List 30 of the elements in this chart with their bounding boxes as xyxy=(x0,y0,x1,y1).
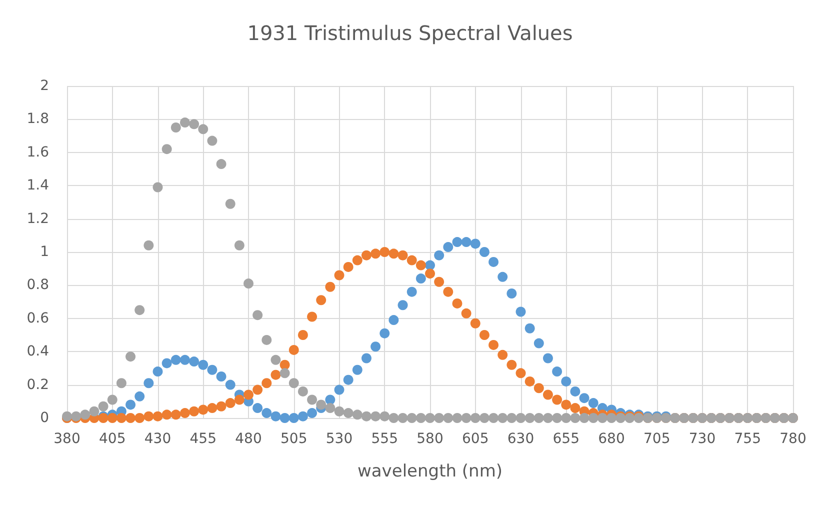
x-tick-label: 430 xyxy=(144,431,172,447)
y-tick-label: 0.6 xyxy=(26,310,50,326)
x-tick-label: 480 xyxy=(235,431,262,447)
x-tick-label: 580 xyxy=(416,431,444,447)
x-tick-label: 730 xyxy=(688,431,716,447)
x-tick-label: 655 xyxy=(552,431,580,447)
y-tick-label: 0 xyxy=(40,410,49,426)
x-tick-label: 705 xyxy=(644,431,670,447)
y-tick-label: 1.6 xyxy=(26,144,50,160)
y-tick-label: 0.8 xyxy=(26,277,49,294)
x-tick-label: 380 xyxy=(54,431,80,447)
x-tick-label: 530 xyxy=(326,431,353,447)
y-tick-label: 0.2 xyxy=(26,376,49,393)
y-tick-label: 1.2 xyxy=(26,210,49,227)
x-tick-label: 505 xyxy=(280,431,308,447)
x-axis-title: wavelength (nm) xyxy=(357,462,503,482)
y-tick-label: 1.8 xyxy=(26,111,49,128)
x-tick-label: 630 xyxy=(507,431,534,447)
y-tick-label: 0.4 xyxy=(26,344,50,360)
y-tick-label: 2 xyxy=(40,78,49,94)
x-tick-label: 605 xyxy=(462,431,489,447)
x-tick-label: 405 xyxy=(99,431,126,447)
x-tick-label: 455 xyxy=(190,431,216,447)
x-tick-label: 755 xyxy=(734,431,761,447)
y-tick-label: 1 xyxy=(40,244,49,260)
chart-title: 1931 Tristimulus Spectral Values xyxy=(247,21,573,45)
y-tick-label: 1.4 xyxy=(26,178,50,194)
x-tick-label: 680 xyxy=(598,431,625,447)
x-tick-label: 555 xyxy=(371,431,398,447)
x-tick-label: 780 xyxy=(780,431,806,447)
